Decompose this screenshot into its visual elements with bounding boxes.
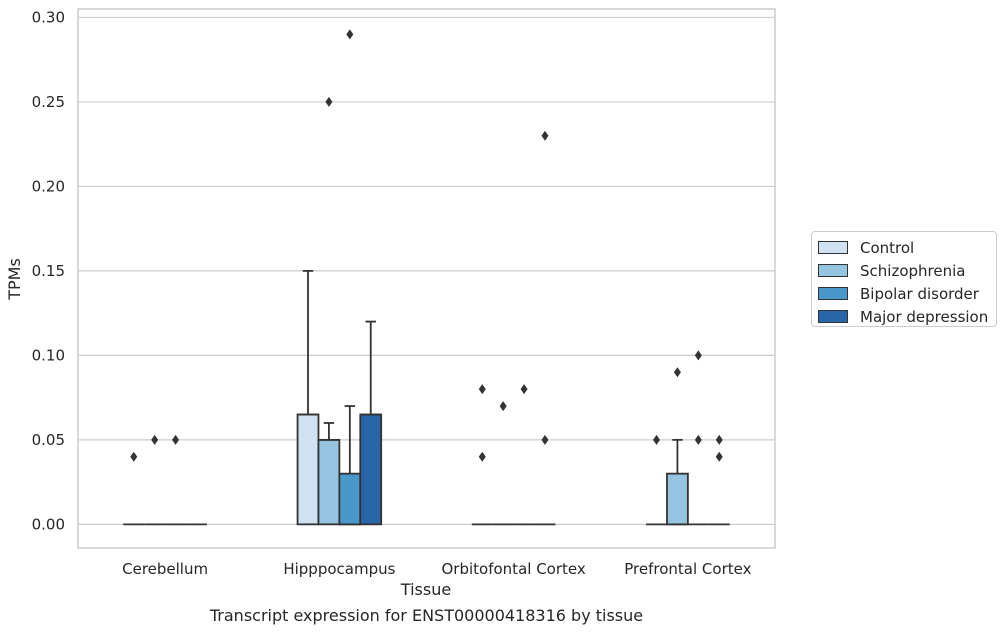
plot-area-frame [77, 8, 776, 549]
box-1-4 [646, 434, 667, 526]
y-tick-label: 0.10 [32, 346, 65, 364]
box-3-2 [338, 29, 362, 526]
legend-item: Control [818, 236, 996, 259]
box-2-2 [317, 96, 341, 526]
legend-item: Schizophrenia [818, 259, 996, 282]
outlier-point [715, 434, 723, 445]
box-rect [317, 438, 341, 526]
legend: Control Schizophrenia Bipolar disorder Majo… [811, 231, 997, 327]
y-tick-label: 0.20 [32, 177, 65, 195]
legend-swatch [818, 310, 848, 323]
gridlines [78, 16, 775, 525]
box-3-1 [165, 434, 187, 526]
y-tick-label: 0.05 [32, 431, 65, 449]
outlier-point [653, 434, 661, 445]
y-tick-label: 0.00 [32, 515, 65, 533]
x-tick-label: Prefrontal Cortex [624, 560, 751, 578]
outlier-point [715, 451, 723, 462]
outlier-point [172, 434, 180, 445]
box-4-4 [708, 434, 730, 526]
box-2-4 [666, 367, 689, 526]
legend-label: Control [860, 238, 915, 257]
outlier-point [325, 96, 333, 107]
outlier-point [673, 367, 681, 378]
outlier-point [499, 401, 507, 412]
legend-item: Major depression [818, 305, 996, 328]
x-axis-ticks: Cerebellum Hipppocampus Orbitofontal Corte… [122, 560, 751, 578]
outlier-point [151, 434, 159, 445]
x-tick-label: Hipppocampus [283, 560, 395, 578]
outlier-point [478, 384, 486, 395]
box-3-4 [687, 350, 709, 526]
y-tick-label: 0.25 [32, 93, 65, 111]
outlier-point [346, 29, 354, 40]
legend-swatch [818, 264, 848, 277]
box-1-1 [123, 451, 145, 526]
box-rect [359, 413, 383, 526]
legend-swatch [818, 241, 848, 254]
box-4-2 [359, 320, 383, 526]
y-axis-ticks: 0.00 0.05 0.10 0.15 0.20 0.25 0.30 [32, 8, 65, 533]
outlier-point [694, 434, 702, 445]
outlier-point [694, 350, 702, 361]
legend-item: Bipolar disorder [818, 282, 996, 305]
box-2-1 [144, 434, 166, 526]
outlier-point [478, 451, 486, 462]
outlier-point [541, 130, 549, 141]
y-axis-label: TPMs [5, 258, 24, 301]
legend-label: Bipolar disorder [860, 284, 979, 303]
box-1-3 [471, 384, 493, 526]
y-tick-label: 0.15 [32, 262, 65, 280]
chart-caption: Transcript expression for ENST0000041831… [209, 606, 644, 625]
legend-label: Schizophrenia [860, 261, 966, 280]
x-axis-label: Tissue [400, 580, 451, 599]
box-rect [338, 472, 362, 526]
x-tick-label: Orbitofontal Cortex [442, 560, 586, 578]
outlier-point [130, 451, 138, 462]
outlier-point [520, 384, 528, 395]
box-4-3 [534, 130, 556, 526]
box-rect [296, 413, 320, 526]
legend-swatch [818, 287, 848, 300]
x-tick-label: Cerebellum [122, 560, 208, 578]
legend-label: Major depression [860, 307, 989, 326]
box-2-3 [492, 401, 514, 526]
boxes [123, 29, 730, 526]
y-tick-label: 0.30 [32, 8, 65, 26]
box-3-3 [513, 384, 535, 526]
outlier-point [541, 434, 549, 445]
box-rect [666, 472, 689, 526]
box-1-2 [296, 269, 320, 526]
